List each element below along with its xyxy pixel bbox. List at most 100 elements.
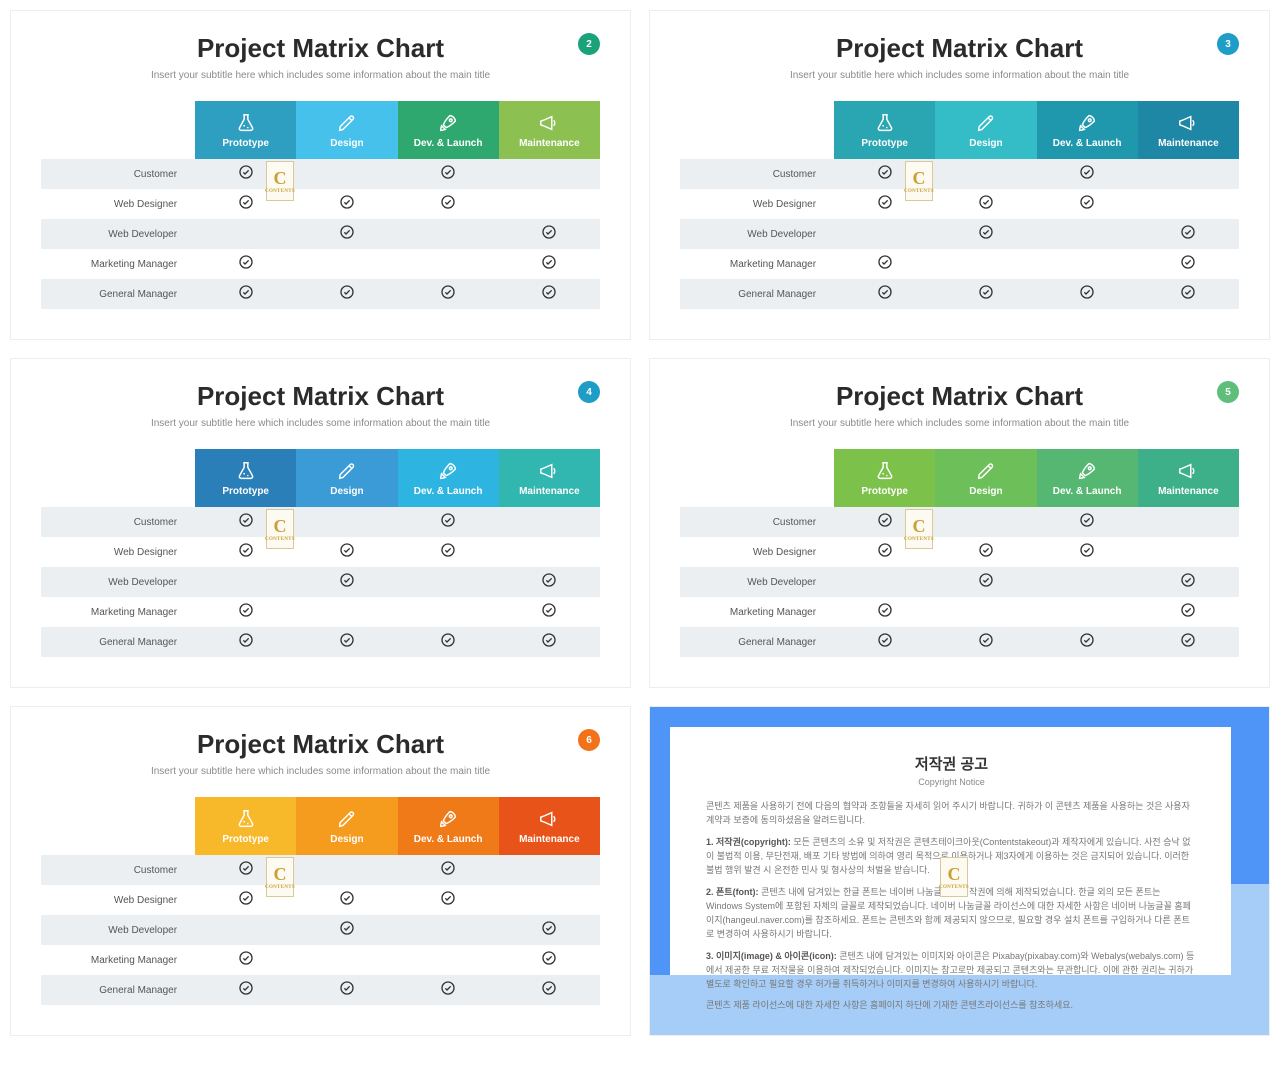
matrix-cell	[499, 219, 600, 249]
check-icon	[339, 923, 355, 940]
row-label: Marketing Manager	[680, 597, 834, 627]
slide-subtitle: Insert your subtitle here which includes…	[680, 70, 1239, 81]
matrix-cell	[935, 567, 1036, 597]
column-header: Dev. & Launch	[1037, 449, 1138, 507]
table-row: Customer	[680, 159, 1239, 189]
slide-subtitle: Insert your subtitle here which includes…	[41, 766, 600, 777]
row-label: Web Developer	[680, 219, 834, 249]
table-row: Web Developer	[41, 567, 600, 597]
frame-top	[650, 707, 1269, 727]
column-header: Prototype	[195, 797, 296, 855]
check-icon	[877, 167, 893, 184]
matrix-cell	[398, 219, 499, 249]
column-header: Dev. & Launch	[398, 449, 499, 507]
table-row: Web Designer	[41, 537, 600, 567]
check-icon	[1079, 197, 1095, 214]
matrix-cell	[499, 507, 600, 537]
column-header: Maintenance	[499, 101, 600, 159]
check-icon	[541, 575, 557, 592]
check-icon	[877, 257, 893, 274]
column-header: Prototype	[834, 101, 935, 159]
matrix-slide: 2Project Matrix ChartInsert your subtitl…	[10, 10, 631, 340]
matrix-cell	[1037, 249, 1138, 279]
matrix-cell	[834, 189, 935, 219]
check-icon	[339, 893, 355, 910]
slide-title: Project Matrix Chart	[680, 33, 1239, 64]
matrix-cell	[1138, 597, 1239, 627]
table-row: Web Designer	[680, 189, 1239, 219]
check-icon	[541, 923, 557, 940]
matrix-slide: 5Project Matrix ChartInsert your subtitl…	[649, 358, 1270, 688]
table-row: Marketing Manager	[41, 597, 600, 627]
column-label: Maintenance	[1158, 138, 1219, 149]
matrix-cell	[398, 537, 499, 567]
matrix-cell	[296, 189, 397, 219]
matrix-cell	[195, 627, 296, 657]
matrix-cell	[296, 159, 397, 189]
check-icon	[1079, 545, 1095, 562]
matrix-cell	[1138, 279, 1239, 309]
column-header: Design	[296, 101, 397, 159]
column-label: Design	[330, 138, 363, 149]
column-header: Prototype	[195, 449, 296, 507]
row-label: Web Developer	[680, 567, 834, 597]
check-icon	[978, 197, 994, 214]
matrix-cell	[1037, 537, 1138, 567]
table-row: Web Designer	[41, 189, 600, 219]
matrix-cell	[1138, 537, 1239, 567]
matrix-cell	[1037, 597, 1138, 627]
matrix-cell	[499, 159, 600, 189]
check-icon	[440, 515, 456, 532]
slide-title: Project Matrix Chart	[41, 729, 600, 760]
slide-subtitle: Insert your subtitle here which includes…	[41, 418, 600, 429]
check-icon	[440, 167, 456, 184]
matrix-cell	[935, 189, 1036, 219]
check-icon	[440, 545, 456, 562]
matrix-cell	[195, 597, 296, 627]
column-header: Prototype	[195, 101, 296, 159]
matrix-table: Prototype Design Dev. & Launch Maintenance C…	[41, 101, 600, 309]
copyright-para: 1. 저작권(copyright): 모든 콘텐츠의 소유 및 저작권은 콘텐츠…	[706, 836, 1197, 878]
matrix-cell	[935, 507, 1036, 537]
row-label: Customer	[680, 159, 834, 189]
check-icon	[238, 863, 254, 880]
check-icon	[238, 167, 254, 184]
table-row: General Manager	[680, 279, 1239, 309]
copyright-para: 2. 폰트(font): 콘텐츠 내에 담겨있는 한글 폰트는 네이버 나눔글꼴…	[706, 886, 1197, 942]
matrix-cell	[296, 945, 397, 975]
copyright-body: 저작권 공고 Copyright Notice 콘텐츠 제품을 사용하기 전에 …	[686, 739, 1217, 963]
check-icon	[1180, 575, 1196, 592]
copyright-title: 저작권 공고	[706, 753, 1197, 776]
row-label: Customer	[680, 507, 834, 537]
matrix-cell	[1138, 567, 1239, 597]
table-row: Marketing Manager	[680, 597, 1239, 627]
column-label: Maintenance	[1158, 486, 1219, 497]
check-icon	[238, 257, 254, 274]
row-label: Web Designer	[41, 537, 195, 567]
check-icon	[541, 287, 557, 304]
matrix-cell	[834, 597, 935, 627]
check-icon	[978, 575, 994, 592]
matrix-cell	[398, 945, 499, 975]
matrix-cell	[499, 975, 600, 1005]
row-label: General Manager	[680, 627, 834, 657]
row-label: General Manager	[41, 975, 195, 1005]
slide-number-badge: 4	[578, 381, 600, 403]
column-label: Dev. & Launch	[414, 138, 483, 149]
check-icon	[238, 545, 254, 562]
matrix-cell	[1138, 219, 1239, 249]
check-icon	[1180, 605, 1196, 622]
column-header: Maintenance	[1138, 101, 1239, 159]
check-icon	[238, 983, 254, 1000]
column-header: Dev. & Launch	[398, 101, 499, 159]
column-label: Dev. & Launch	[414, 834, 483, 845]
table-row: General Manager	[41, 627, 600, 657]
table-row: Web Developer	[680, 219, 1239, 249]
row-label: Customer	[41, 159, 195, 189]
column-label: Dev. & Launch	[1053, 486, 1122, 497]
column-header: Design	[296, 449, 397, 507]
matrix-cell	[195, 855, 296, 885]
row-label: Web Developer	[41, 567, 195, 597]
matrix-cell	[398, 627, 499, 657]
column-header: Maintenance	[1138, 449, 1239, 507]
